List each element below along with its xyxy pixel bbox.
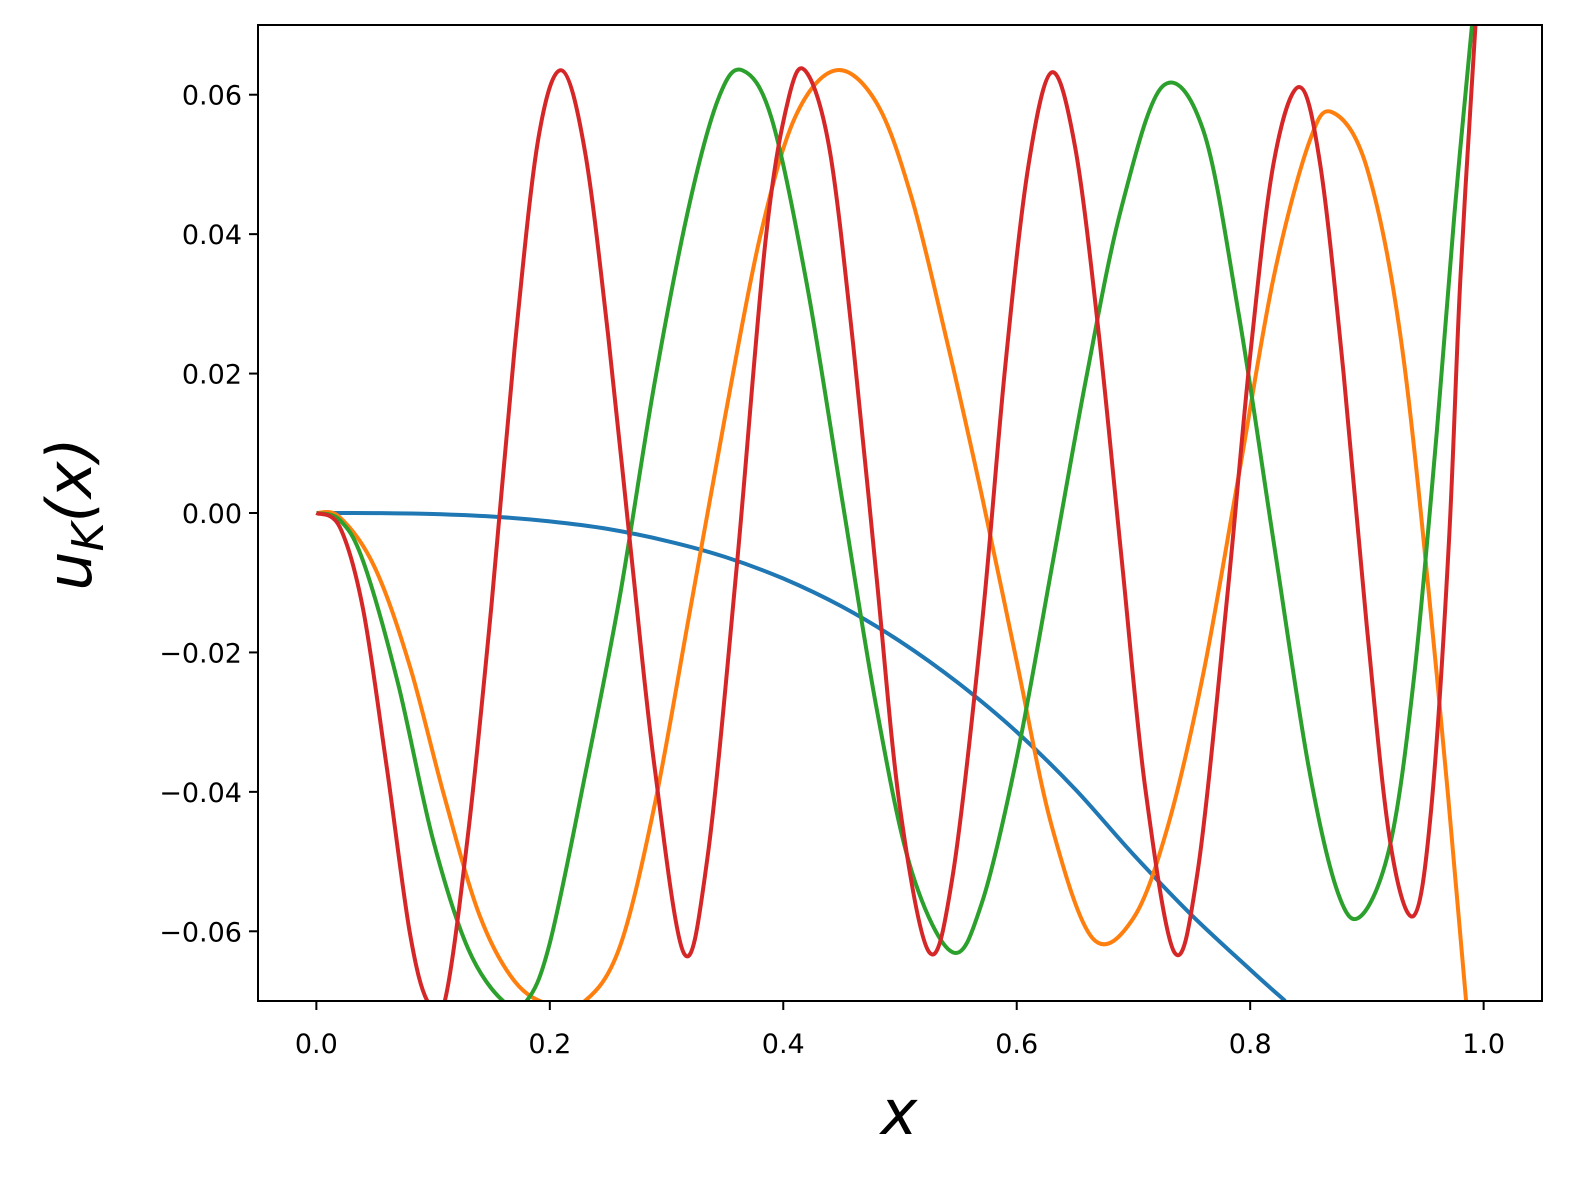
series-line-3 <box>315 25 1474 1001</box>
series-line-2 <box>316 68 1469 1001</box>
series-group <box>315 25 1478 1001</box>
y-axis-label-suffix: (x) <box>33 437 106 522</box>
y-axis-label: uK(x) <box>33 437 114 590</box>
y-axis-label-subscript: K <box>63 519 114 551</box>
series-line-4 <box>315 25 1478 1001</box>
x-tick-label: 1.0 <box>1462 1029 1505 1060</box>
x-axis-label: x <box>879 1076 919 1149</box>
y-tick-label: 0.04 <box>182 220 242 251</box>
y-axis-ticks: 0.06 0.04 0.02 0.00 −0.02 −0.04 −0.06 <box>159 81 258 948</box>
y-tick-label: 0.00 <box>182 499 242 530</box>
x-tick-label: 0.2 <box>528 1029 571 1060</box>
x-axis-ticks: 0.0 0.2 0.4 0.6 0.8 1.0 <box>295 1001 1505 1060</box>
x-tick-label: 0.6 <box>995 1029 1038 1060</box>
series-line-1 <box>316 511 1287 1001</box>
x-tick-label: 0.0 <box>295 1029 338 1060</box>
y-axis-label-base: u <box>33 551 106 590</box>
y-tick-label: −0.02 <box>159 638 242 669</box>
x-tick-label: 0.4 <box>762 1029 805 1060</box>
y-tick-label: −0.04 <box>159 778 242 809</box>
x-tick-label: 0.8 <box>1229 1029 1272 1060</box>
y-tick-label: −0.06 <box>159 917 242 948</box>
y-tick-label: 0.02 <box>182 360 242 391</box>
y-tick-label: 0.06 <box>182 81 242 112</box>
